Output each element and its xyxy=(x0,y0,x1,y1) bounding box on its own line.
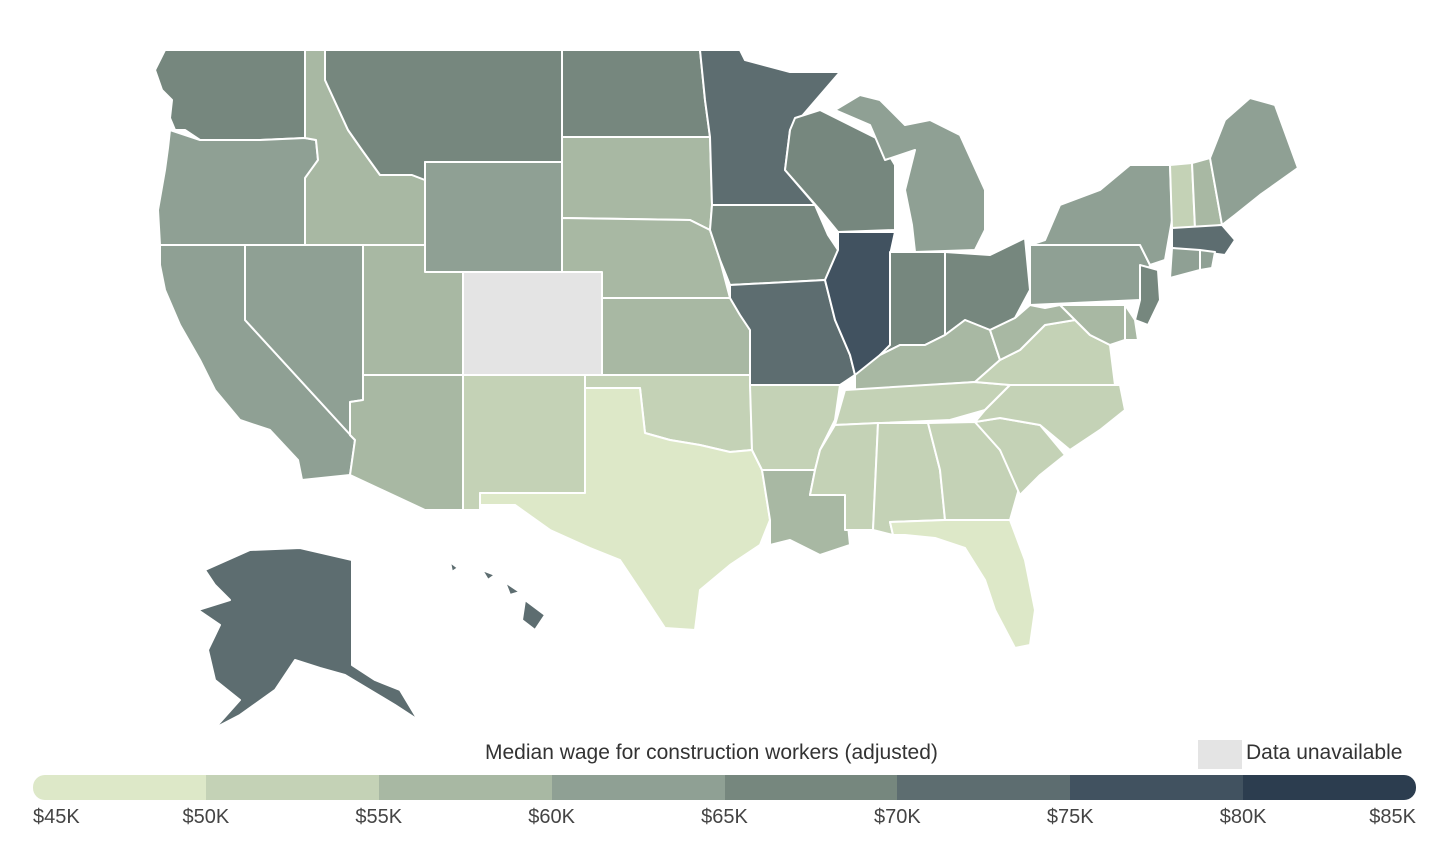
scale-segment xyxy=(551,775,725,800)
scale-segment xyxy=(897,775,1071,800)
state-CT[interactable] xyxy=(1169,247,1201,279)
data-unavailable-label: Data unavailable xyxy=(1246,741,1403,764)
scale-tick-label: $60K xyxy=(528,806,575,828)
state-TX[interactable] xyxy=(479,387,771,631)
scale-tick-label: $70K xyxy=(874,806,921,828)
state-PA[interactable] xyxy=(1029,244,1151,306)
state-AZ[interactable] xyxy=(349,374,464,511)
state-OR[interactable] xyxy=(157,129,319,246)
legend-title: Median wage for construction workers (ad… xyxy=(485,741,938,764)
color-scale-bar xyxy=(33,775,1416,800)
state-VT[interactable] xyxy=(1169,162,1196,229)
data-unavailable-swatch xyxy=(1198,740,1242,769)
state-NJ[interactable] xyxy=(1134,264,1161,326)
scale-tick-label: $55K xyxy=(355,806,403,828)
state-DE[interactable] xyxy=(1124,304,1139,341)
scale-tick-label: $80K xyxy=(1219,806,1267,828)
scale-tick-label: $65K xyxy=(701,806,748,828)
state-IA[interactable] xyxy=(709,204,839,286)
state-MI[interactable] xyxy=(834,94,986,253)
scale-tick-label: $50K xyxy=(182,806,230,828)
scale-segment xyxy=(724,775,898,800)
state-CO[interactable] xyxy=(462,271,603,376)
state-SD[interactable] xyxy=(561,136,713,231)
state-NM[interactable] xyxy=(462,374,586,511)
scale-segment xyxy=(1070,775,1244,800)
state-MA[interactable] xyxy=(1171,224,1236,256)
scale-tick-label: $45K xyxy=(33,806,80,828)
scale-segment xyxy=(378,775,552,800)
scale-tick-label: $85K xyxy=(1369,806,1416,828)
us-choropleth-map xyxy=(154,49,1299,729)
state-ND[interactable] xyxy=(561,49,711,138)
state-KS[interactable] xyxy=(601,297,751,376)
state-FL[interactable] xyxy=(889,519,1036,649)
state-WI[interactable] xyxy=(784,109,896,233)
state-HI[interactable] xyxy=(449,561,546,631)
scale-segment xyxy=(205,775,379,800)
color-scale-ticks: $45K $50K $55K $60K $65K $70K $75K $80K $85K xyxy=(0,806,1450,836)
state-MD[interactable] xyxy=(1059,304,1126,346)
state-NC[interactable] xyxy=(974,384,1126,451)
state-ME[interactable] xyxy=(1209,97,1299,226)
scale-segment xyxy=(33,775,206,800)
state-RI[interactable] xyxy=(1199,249,1216,271)
scale-tick-label: $75K xyxy=(1046,806,1094,828)
state-WY[interactable] xyxy=(424,161,563,273)
state-AK[interactable] xyxy=(197,547,419,729)
scale-segment xyxy=(1243,775,1416,800)
state-WA[interactable] xyxy=(154,49,306,141)
